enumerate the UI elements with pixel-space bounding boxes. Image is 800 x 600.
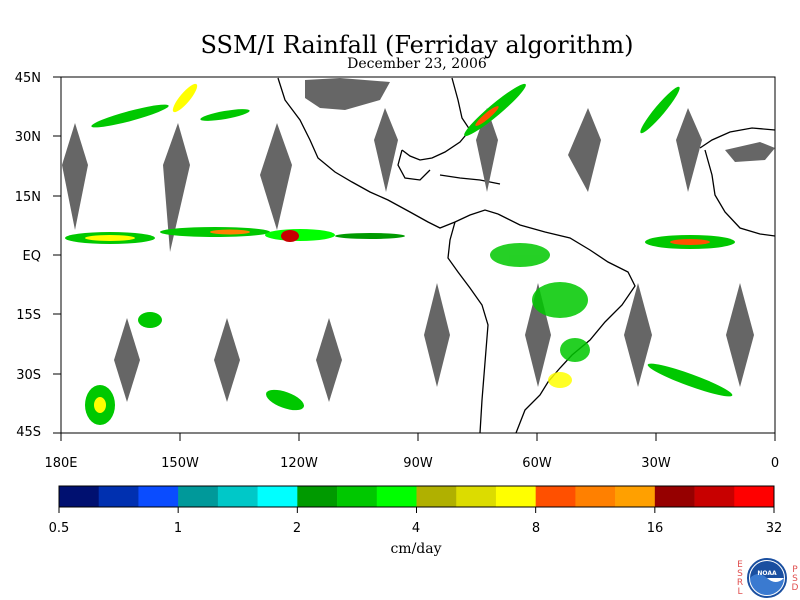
south-pacific-rain-band (85, 312, 733, 425)
colorbar-ticks: 0.5 1 2 4 8 16 32 (49, 507, 783, 536)
noaa-emblem-icon: NOAA (747, 558, 787, 598)
colorbar-cell (138, 486, 179, 507)
lon-label: 90W (403, 456, 433, 471)
colorbar-cell (734, 486, 775, 507)
gulf-coast (397, 149, 431, 181)
south-america-west-coast (447, 221, 489, 434)
lon-label: 180E (44, 456, 77, 471)
lat-label: EQ (23, 249, 41, 264)
swath-gap (424, 283, 450, 387)
latitude-labels: 45N 30N 15N EQ 15S 30S 45S (15, 71, 41, 440)
swath-gap (316, 318, 342, 402)
colorbar-cell (615, 486, 656, 507)
colorbar-tick-label: 32 (766, 521, 783, 536)
central-america-west-coast (277, 77, 499, 229)
noaa-emblem-text: NOAA (757, 570, 777, 577)
swath-gap (726, 283, 754, 387)
map-area: 180E 150W 120W 90W 60W 30W 0 45N 30N 15N… (15, 71, 779, 471)
swath-gap (62, 123, 88, 230)
axis-ticks (53, 76, 776, 441)
colorbar-tick-label: 8 (532, 521, 540, 536)
colorbar-tick-label: 16 (647, 521, 664, 536)
itcz-rain-band (65, 227, 735, 249)
colorbar-cell (98, 486, 139, 507)
colorbar-cell (535, 486, 576, 507)
south-america-rain (490, 243, 590, 388)
lat-label: 45S (16, 425, 41, 440)
swath-gap (476, 108, 498, 192)
lon-label: 60W (522, 456, 552, 471)
map-subtitle: December 23, 2006 (347, 56, 487, 72)
lat-label: 30N (15, 130, 41, 145)
west-africa-coast (704, 149, 776, 237)
lon-label: 120W (280, 456, 318, 471)
colorbar-cell (495, 486, 536, 507)
colorbar-cell (376, 486, 417, 507)
logo-letter: L (737, 587, 742, 597)
colorbar-unit: cm/day (390, 541, 441, 557)
swath-gap (624, 283, 652, 387)
lon-label: 0 (771, 456, 779, 471)
lat-label: 15N (15, 190, 41, 205)
logo-letter: S (737, 569, 743, 579)
map-title: SSM/I Rainfall (Ferriday algorithm) (200, 31, 633, 59)
colorbar-cell (416, 486, 457, 507)
swath-gap (214, 318, 240, 402)
logo-letter: D (792, 583, 799, 593)
colorbar-cell (257, 486, 298, 507)
longitude-labels: 180E 150W 120W 90W 60W 30W 0 (44, 456, 779, 471)
colorbar-cell (337, 486, 378, 507)
colorbar-cell (694, 486, 735, 507)
lat-label: 30S (16, 368, 41, 383)
colorbar-cell (178, 486, 219, 507)
missing-data-region (725, 142, 775, 162)
noaa-logo: E S R L NOAA P S D (737, 558, 799, 598)
colorbar-cell (456, 486, 497, 507)
north-pacific-rain-band (91, 83, 680, 137)
missing-data-region (305, 78, 390, 110)
south-america-east-coast (497, 213, 636, 434)
swath-gap (260, 123, 292, 230)
colorbar-cell (297, 486, 338, 507)
swath-gap (676, 108, 702, 192)
colorbar-cell (575, 486, 616, 507)
caribbean-islands (439, 174, 501, 185)
coastlines (277, 77, 776, 434)
north-africa-coast (699, 127, 776, 149)
logo-letter: R (737, 578, 743, 588)
lon-label: 30W (641, 456, 671, 471)
lat-label: 15S (16, 308, 41, 323)
colorbar-cell (654, 486, 695, 507)
colorbar-tick-label: 0.5 (49, 521, 70, 536)
swath-gaps (62, 78, 775, 402)
swath-gap (374, 108, 398, 192)
colorbar: 0.5 1 2 4 8 16 32 cm/day (49, 485, 783, 557)
swath-gap (114, 318, 140, 402)
lat-label: 45N (15, 71, 41, 86)
north-america-east-coast (401, 77, 471, 161)
logo-letter: E (737, 560, 743, 570)
logo-letter: P (792, 565, 798, 575)
colorbar-cell (59, 486, 100, 507)
logo-letter: S (792, 574, 798, 584)
colorbar-cells (59, 486, 775, 507)
swath-gap (568, 108, 601, 192)
colorbar-cell (217, 486, 258, 507)
swath-gap (163, 123, 190, 252)
rain-bands (65, 83, 735, 425)
colorbar-tick-label: 4 (412, 521, 420, 536)
lon-label: 150W (161, 456, 199, 471)
colorbar-tick-label: 2 (293, 521, 301, 536)
colorbar-tick-label: 1 (174, 521, 182, 536)
map-frame (60, 76, 776, 434)
